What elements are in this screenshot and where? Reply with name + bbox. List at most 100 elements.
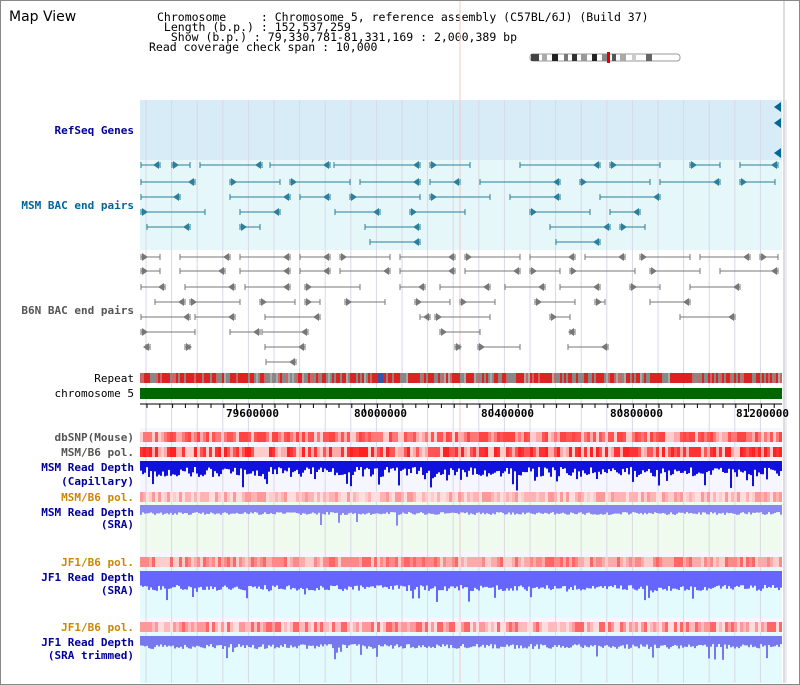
jf1-b6-pol-label[interactable]: JF1/B6 pol. [61, 556, 134, 569]
msm-capillary-depth-bar [648, 461, 650, 469]
jf1-pol-cell [410, 557, 413, 567]
jf1-sra-depth-bar [170, 571, 172, 589]
jf1-trim-depth-bar [646, 636, 648, 645]
jf1-sra-depth-bar [588, 571, 590, 589]
msm-read-depth-capillary-label[interactable]: MSM Read Depth [41, 461, 134, 474]
chromosome-ideogram[interactable] [528, 51, 684, 64]
jf1-pol-cell [551, 557, 554, 567]
msm-pol-cell [158, 447, 161, 457]
msm-capillary-depth-bar [560, 461, 562, 468]
msm-capillary-depth-bar [234, 461, 236, 468]
msm-pol-cell [272, 447, 275, 457]
msm-capillary-depth-bar [164, 461, 166, 477]
jf1-sra-depth-bar [672, 571, 674, 589]
msm-pol-sra-cell [440, 492, 443, 502]
dbsnp-cell [308, 432, 311, 442]
msm-pol-cell [611, 447, 614, 457]
b6n-bac-pair-arrow [418, 283, 424, 291]
jf1-sra-depth-bar [216, 571, 218, 591]
msm-b6-pol-label[interactable]: MSM/B6 pol. [61, 446, 134, 459]
dbsnp-cell [545, 432, 548, 442]
jf1-trim-depth-bar [440, 636, 442, 647]
repeat-segment [378, 373, 383, 383]
msm-sra-depth-bar [342, 505, 344, 514]
msm-capillary-depth-bar [324, 461, 326, 469]
msm-pol-sra-cell [197, 492, 200, 502]
jf1-sra-depth-bar [408, 571, 410, 586]
b6n-bac-pair-arrow [448, 253, 454, 261]
dbsnp-cell [284, 432, 287, 442]
msm-sra-depth-bar [360, 505, 362, 515]
jf1-pol-trim-cell [398, 622, 401, 632]
msm-capillary-depth-bar [644, 461, 646, 473]
msm-pol-sra-cell [491, 492, 494, 502]
msm-capillary-depth-bar [422, 461, 424, 475]
msm-pol-sra-cell [332, 492, 335, 502]
jf1-read-depth-trimmed-label[interactable]: JF1 Read Depth [41, 636, 134, 649]
jf1-pol-cell [254, 557, 257, 567]
jf1-trim-depth-bar [638, 636, 640, 649]
jf1-b6-pol-trimmed-label[interactable]: JF1/B6 pol. [61, 621, 134, 634]
msm-read-depth-sra-label[interactable]: MSM Read Depth [41, 506, 134, 519]
msm-pol-cell [392, 447, 395, 457]
msm-sra-depth-bar [440, 505, 442, 513]
msm-pol-sra-cell [596, 492, 599, 502]
jf1-pol-trim-cell [179, 622, 182, 632]
jf1-sra-depth-bar [606, 571, 608, 589]
msm-pol-cell [470, 447, 473, 457]
jf1-pol-trim-cell [332, 622, 335, 632]
jf1-sra-depth-bar [724, 571, 726, 586]
repeat-segment [504, 373, 506, 383]
repeat-segment [472, 373, 474, 383]
msm-pol-cell [323, 447, 326, 457]
repeat-segment [602, 373, 604, 383]
jf1-sra-depth-bar [198, 571, 200, 588]
jf1-trim-depth-bar [744, 636, 746, 646]
jf1-trim-depth-bar [446, 636, 448, 645]
jf1-read-depth-sra-label[interactable]: JF1 Read Depth [41, 571, 134, 584]
jf1-trim-depth-bar [488, 636, 490, 647]
jf1-pol-cell [659, 557, 662, 567]
refseq-genes-label[interactable]: RefSeq Genes [54, 124, 134, 137]
msm-sra-depth-bar [556, 505, 558, 514]
msm-pol-cell [503, 447, 506, 457]
msm-pol-cell [242, 447, 245, 457]
msm-sra-depth-bar [230, 505, 232, 514]
msm-capillary-depth-bar [332, 461, 334, 469]
repeat-segment [718, 373, 720, 383]
jf1-pol-trim-cell [446, 622, 449, 632]
repeat-segment [212, 373, 214, 383]
dbsnp-cell [311, 432, 314, 442]
msm-capillary-depth-bar [760, 461, 762, 475]
jf1-pol-trim-cell [722, 622, 725, 632]
jf1-pol-cell [473, 557, 476, 567]
repeat-segment [626, 373, 628, 383]
jf1-pol-cell [668, 557, 671, 567]
jf1-sra-depth-bar [746, 571, 748, 589]
jf1-sra-depth-bar [338, 571, 340, 590]
dbsnp-cell [371, 432, 374, 442]
dbsnp-label[interactable]: dbSNP(Mouse) [54, 431, 134, 444]
jf1-trim-depth-bar [632, 636, 634, 645]
msm-capillary-depth-bar [392, 461, 394, 469]
repeat-segment [264, 373, 266, 383]
msm-sra-depth-bar [150, 505, 152, 513]
msm-b6-pol-sra-label[interactable]: MSM/B6 pol. [61, 491, 134, 504]
b6n-bac-label[interactable]: B6N BAC end pairs [21, 304, 134, 317]
repeat-segment [754, 373, 756, 383]
msm-sra-depth-bar [234, 505, 236, 514]
dbsnp-cell [668, 432, 671, 442]
jf1-trim-depth-bar [562, 636, 564, 647]
jf1-sra-depth-bar [752, 571, 754, 588]
msm-bac-pair-arrow [323, 161, 329, 169]
jf1-pol-cell [188, 557, 191, 567]
jf1-pol-trim-cell [440, 622, 443, 632]
jf1-sra-depth-bar [236, 571, 238, 587]
msm-sra-depth-bar [152, 505, 154, 514]
msm-sra-depth-bar [172, 505, 174, 515]
msm-bac-label[interactable]: MSM BAC end pairs [21, 199, 134, 212]
jf1-sra-depth-bar [740, 571, 742, 586]
jf1-trim-depth-bar [352, 636, 354, 645]
jf1-sra-depth-bar [314, 571, 316, 591]
